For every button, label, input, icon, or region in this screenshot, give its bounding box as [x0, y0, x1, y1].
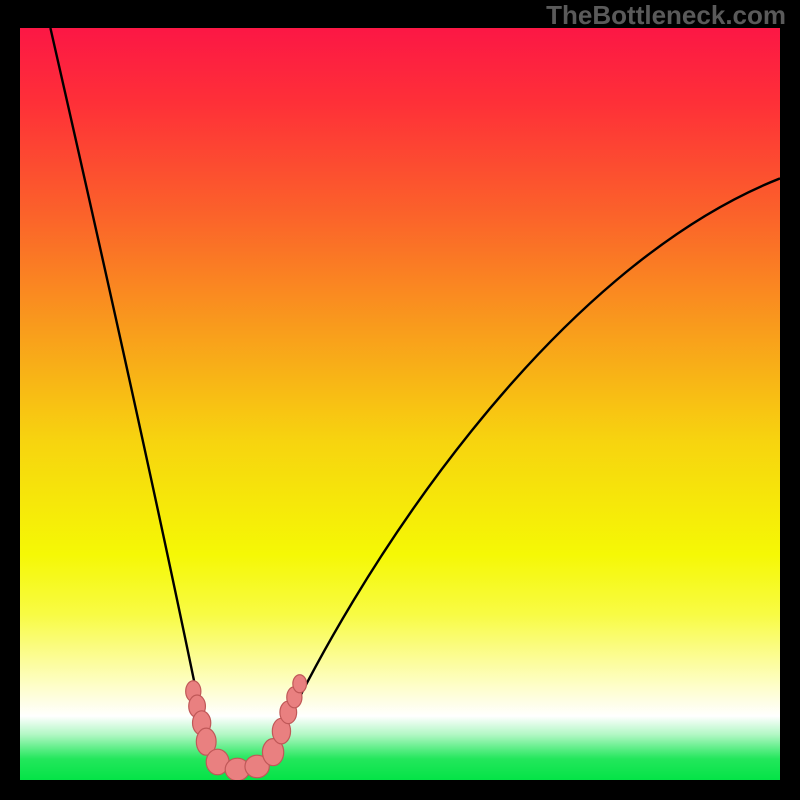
- chart-canvas: TheBottleneck.com: [0, 0, 800, 800]
- watermark-text: TheBottleneck.com: [546, 0, 786, 31]
- outer-border: [0, 0, 800, 800]
